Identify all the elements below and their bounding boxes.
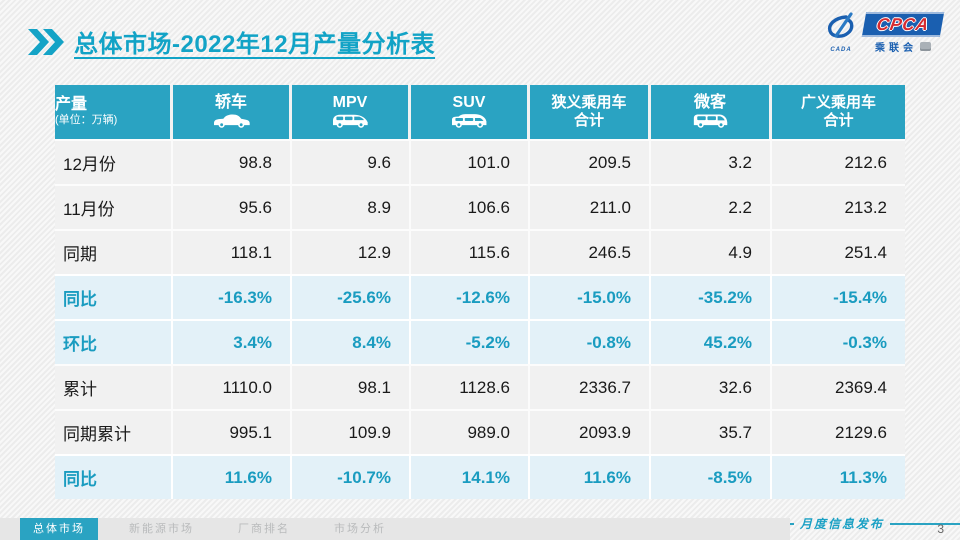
data-cell: 989.0: [411, 409, 530, 454]
data-cell: 8.4%: [292, 319, 411, 364]
data-cell: 98.8: [173, 139, 292, 184]
page-number: 3: [937, 522, 944, 536]
tab-oem-ranking[interactable]: 厂商排名: [238, 523, 290, 535]
header-broad-pv-total: 广义乘用车 合计: [772, 85, 905, 139]
data-cell: 212.6: [772, 139, 905, 184]
cpca-wordmark: CPCA: [861, 12, 945, 37]
row-label: 同期: [55, 229, 173, 274]
data-cell: 109.9: [292, 409, 411, 454]
data-cell: 95.6: [173, 184, 292, 229]
data-cell: 106.6: [411, 184, 530, 229]
tab-overall-market[interactable]: 总体市场: [20, 518, 98, 540]
data-cell: -0.8%: [530, 319, 651, 364]
data-cell: 9.6: [292, 139, 411, 184]
table-row: 同比 11.6% -10.7% 14.1% 11.6% -8.5% 11.3%: [55, 454, 905, 499]
data-cell: 3.4%: [173, 319, 292, 364]
data-cell: 3.2: [651, 139, 772, 184]
data-cell: 995.1: [173, 409, 292, 454]
data-cell: 246.5: [530, 229, 651, 274]
data-cell: 209.5: [530, 139, 651, 184]
cada-label: CADA: [830, 47, 852, 53]
data-cell: -15.0%: [530, 274, 651, 319]
data-cell: 32.6: [651, 364, 772, 409]
data-cell: 4.9: [651, 229, 772, 274]
data-cell: 2093.9: [530, 409, 651, 454]
data-cell: -25.6%: [292, 274, 411, 319]
seal-icon: [920, 42, 931, 51]
tab-nev-market[interactable]: 新能源市场: [129, 523, 194, 535]
page-title: 总体市场-2022年12月产量分析表: [74, 31, 436, 58]
double-chevron-icon: [28, 28, 64, 55]
data-cell: 11.3%: [772, 454, 905, 499]
data-cell: 101.0: [411, 139, 530, 184]
microvan-icon: [651, 112, 769, 129]
table-header-row: 产量 (单位：万辆) 轿车 MPV: [55, 85, 905, 139]
data-cell: -5.2%: [411, 319, 530, 364]
cpca-emblem-icon: CADA: [823, 12, 859, 53]
row-label: 11月份: [55, 184, 173, 229]
data-cell: 98.1: [292, 364, 411, 409]
table-row: 累计 1110.0 98.1 1128.6 2336.7 32.6 2369.4: [55, 364, 905, 409]
unit-label: (单位：万辆): [55, 114, 118, 127]
data-cell: 2129.6: [772, 409, 905, 454]
production-table: 产量 (单位：万辆) 轿车 MPV: [55, 85, 905, 499]
data-cell: 2.2: [651, 184, 772, 229]
data-cell: 2369.4: [772, 364, 905, 409]
header-microvan: 微客: [651, 85, 772, 139]
data-cell: 251.4: [772, 229, 905, 274]
data-cell: 211.0: [530, 184, 651, 229]
mpv-icon: [292, 112, 408, 129]
cpca-logo: CADA CPCA 乘联会: [823, 12, 945, 54]
row-label: 12月份: [55, 139, 173, 184]
data-cell: 11.6%: [173, 454, 292, 499]
row-label: 同比: [55, 274, 173, 319]
header-mpv: MPV: [292, 85, 411, 139]
header-narrow-pv-total: 狭义乘用车 合计: [530, 85, 651, 139]
header-sedan: 轿车: [173, 85, 292, 139]
table-row: 12月份 98.8 9.6 101.0 209.5 3.2 212.6: [55, 139, 905, 184]
table-row: 同期 118.1 12.9 115.6 246.5 4.9 251.4: [55, 229, 905, 274]
data-cell: -35.2%: [651, 274, 772, 319]
footer-dash: [890, 522, 960, 525]
tab-market-analysis[interactable]: 市场分析: [334, 523, 386, 535]
data-cell: 45.2%: [651, 319, 772, 364]
suv-icon: [411, 112, 527, 129]
data-cell: 14.1%: [411, 454, 530, 499]
table-row: 11月份 95.6 8.9 106.6 211.0 2.2 213.2: [55, 184, 905, 229]
data-cell: 115.6: [411, 229, 530, 274]
header-suv: SUV: [411, 85, 530, 139]
data-cell: -8.5%: [651, 454, 772, 499]
sedan-icon: [173, 112, 289, 129]
data-cell: 1110.0: [173, 364, 292, 409]
data-cell: 213.2: [772, 184, 905, 229]
data-cell: -10.7%: [292, 454, 411, 499]
data-cell: -15.4%: [772, 274, 905, 319]
row-label: 同期累计: [55, 409, 173, 454]
row-label: 累计: [55, 364, 173, 409]
title-row: 总体市场-2022年12月产量分析表: [28, 24, 435, 59]
header-production: 产量 (单位：万辆): [55, 85, 173, 139]
data-cell: 2336.7: [530, 364, 651, 409]
data-cell: -0.3%: [772, 319, 905, 364]
cpca-chinese-label: 乘联会: [875, 39, 931, 54]
table-row: 同比 -16.3% -25.6% -12.6% -15.0% -35.2% -15.4%: [55, 274, 905, 319]
data-cell: 118.1: [173, 229, 292, 274]
table-row: 同期累计 995.1 109.9 989.0 2093.9 35.7 2129.6: [55, 409, 905, 454]
row-label: 环比: [55, 319, 173, 364]
data-cell: 1128.6: [411, 364, 530, 409]
footer-tabbar: 总体市场 新能源市场 厂商排名 市场分析: [0, 518, 790, 540]
table-row: 环比 3.4% 8.4% -5.2% -0.8% 45.2% -0.3%: [55, 319, 905, 364]
footer-note: 月度信息发布: [800, 517, 885, 531]
data-cell: 8.9: [292, 184, 411, 229]
data-cell: -12.6%: [411, 274, 530, 319]
data-cell: 35.7: [651, 409, 772, 454]
row-label: 同比: [55, 454, 173, 499]
data-cell: 11.6%: [530, 454, 651, 499]
data-cell: -16.3%: [173, 274, 292, 319]
data-cell: 12.9: [292, 229, 411, 274]
table-body: 12月份 98.8 9.6 101.0 209.5 3.2 212.6 11月份 95.6 8.9…: [55, 139, 905, 499]
